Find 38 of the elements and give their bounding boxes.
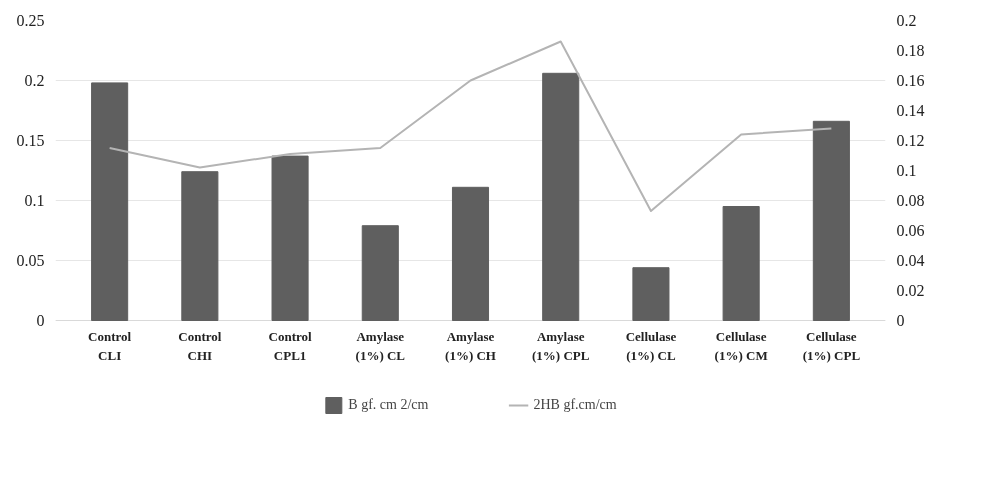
y-tick-label: 0: [36, 312, 45, 329]
x-tick-label: Control CPL1: [268, 328, 312, 363]
bar: [542, 72, 580, 321]
legend-label: 2HB gf.cm/cm: [533, 397, 617, 413]
y-tick-label: 0.25: [16, 12, 45, 29]
y2-tick-label: 0.12: [896, 132, 925, 149]
y2-tick-label: 0.2: [896, 12, 917, 29]
y-tick-label: 0.05: [16, 252, 45, 269]
y-tick-label: 0.1: [24, 192, 45, 209]
x-tick-label: Cellulase (1%) CL: [625, 328, 677, 363]
y2-tick-label: 0: [896, 312, 905, 329]
y2-tick-label: 0.06: [896, 222, 925, 239]
bar: [361, 225, 399, 321]
y-tick-label: 0.15: [16, 132, 45, 149]
y2-tick-label: 0.08: [896, 192, 925, 209]
x-tick-label: Amylase (1%) CPL: [532, 328, 590, 363]
y2-tick-label: 0.1: [896, 162, 917, 179]
bar: [451, 186, 490, 321]
x-tick-label: Cellulase (1%) CPL: [802, 328, 861, 363]
x-tick-label: Control CHI: [178, 328, 222, 363]
x-tick-label: Control CLI: [88, 328, 132, 363]
bar: [812, 120, 850, 321]
line-series: [108, 40, 833, 212]
bar: [91, 82, 129, 321]
y2-tick-label: 0.16: [896, 72, 925, 89]
y2-tick-label: 0.14: [896, 102, 925, 119]
y2-tick-label: 0.04: [896, 252, 925, 269]
bar: [181, 171, 219, 321]
bar: [271, 155, 309, 321]
x-tick-label: Amylase (1%) CH: [445, 328, 496, 363]
x-tick-label: Amylase (1%) CL: [355, 328, 406, 363]
y2-tick-label: 0.18: [896, 42, 925, 59]
y2-tick-label: 0.02: [896, 282, 925, 299]
legend-label: B gf. cm 2/cm: [348, 397, 429, 413]
y-tick-label: 0.2: [24, 72, 45, 89]
bar: [722, 206, 760, 321]
x-tick-label: Cellulase (1%) CM: [714, 328, 768, 363]
bar: [632, 267, 670, 321]
